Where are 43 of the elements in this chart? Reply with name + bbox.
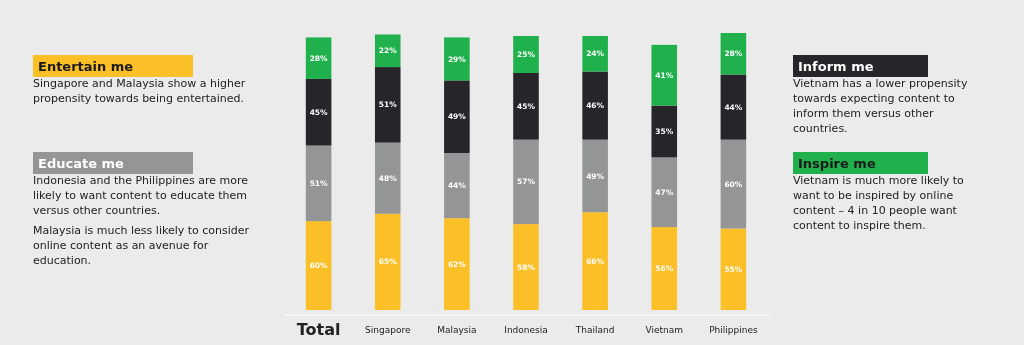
bar [305, 78, 332, 146]
bar [305, 221, 332, 310]
text: Inform me [798, 58, 874, 74]
bar [651, 227, 678, 310]
text: Indonesia and the Philippines are more likely to want content to educate them versus other countries. [33, 174, 249, 217]
x-tick-label: Singapore [365, 325, 411, 335]
text: Educate me [38, 155, 125, 171]
text: Singapore and Malaysia show a higher propensity towards being entertained. [33, 77, 246, 105]
bar [720, 228, 747, 310]
x-tick-label: Philippines [709, 325, 758, 335]
bar [720, 74, 747, 140]
bar [720, 139, 747, 229]
bar [374, 34, 401, 68]
x-tick-label: Vietnam [645, 325, 684, 335]
bar [444, 218, 470, 310]
x-tick-label: Thailand [574, 325, 615, 335]
bar [651, 157, 678, 228]
text: Vietnam is much more likely to want to be inspired by online content – 4 in 10 people want content to inspire them. [793, 174, 965, 232]
x-tick-label: Total [296, 320, 341, 339]
bar [444, 37, 470, 81]
bar [651, 105, 678, 158]
x-tick-label: Malaysia [437, 325, 477, 335]
text: Vietnam has a lower propensity towards expecting content to inform them versus other countries. [793, 77, 968, 135]
bar [582, 139, 608, 213]
bar [374, 67, 401, 143]
text: Inspire me [798, 155, 876, 171]
bar [444, 152, 470, 219]
bar [513, 224, 539, 310]
bar [513, 35, 539, 73]
bar [582, 71, 608, 140]
bar [651, 44, 678, 106]
bar [305, 37, 332, 79]
bar [374, 142, 401, 214]
bar [513, 139, 539, 225]
bar [582, 212, 608, 310]
bar [582, 35, 608, 72]
x-tick-label: Indonesia [504, 325, 548, 335]
text: Entertain me [38, 58, 134, 74]
text: Malaysia is much less likely to consider online content as an avenue for education. [33, 224, 250, 267]
bar [444, 80, 470, 153]
bar [374, 213, 401, 310]
bar [305, 145, 332, 222]
bar [513, 72, 539, 140]
